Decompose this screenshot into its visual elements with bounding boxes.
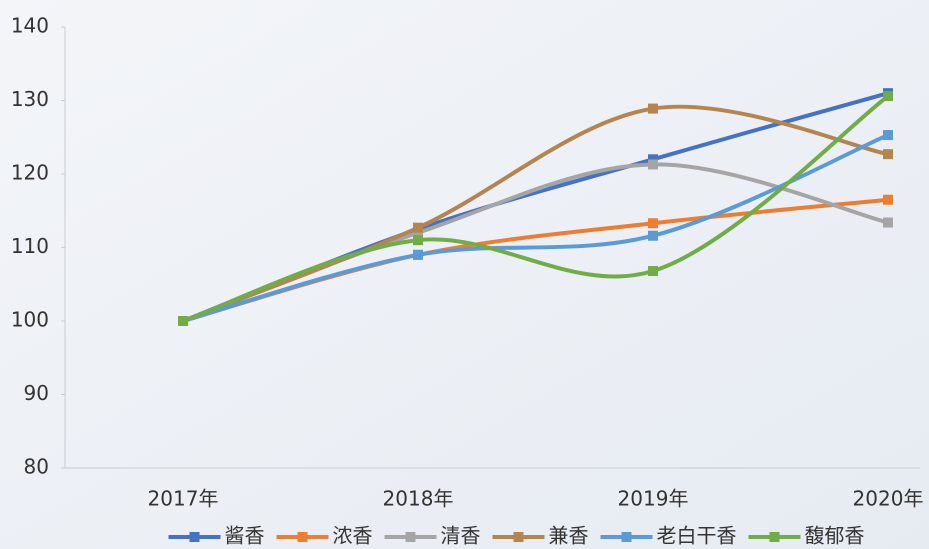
y-tick-label: 130: [11, 87, 49, 111]
series-marker: [883, 130, 893, 141]
x-tick-label: 2018年: [383, 487, 454, 511]
series-marker: [413, 235, 423, 246]
y-tick-label: 80: [24, 455, 49, 479]
series-marker: [883, 194, 893, 205]
y-tick-label: 120: [11, 161, 49, 185]
series-line: [181, 104, 890, 323]
legend-marker: [405, 532, 416, 542]
series-marker: [883, 149, 893, 160]
series-marker: [648, 230, 658, 241]
y-tick-label: 100: [11, 308, 49, 332]
y-tick-label: 90: [24, 381, 49, 405]
x-tick-label: 2019年: [618, 487, 689, 511]
series-marker: [648, 266, 658, 277]
x-tick-label: 2017年: [148, 487, 219, 511]
series-marker: [413, 249, 423, 260]
series-line: [181, 94, 890, 323]
series-marker: [648, 154, 658, 165]
legend-label: 老白干香: [657, 524, 737, 548]
y-tick-label: 140: [11, 14, 49, 38]
legend-label: 兼香: [549, 524, 589, 548]
series-marker: [178, 316, 188, 326]
legend-label: 浓香: [333, 524, 373, 548]
series-marker: [413, 222, 423, 233]
series-marker: [413, 227, 423, 238]
series-marker: [648, 218, 658, 229]
legend-marker: [769, 532, 780, 542]
legend-marker: [189, 532, 200, 542]
x-tick-label: 2020年: [853, 487, 924, 511]
legend-marker: [297, 532, 308, 542]
y-tick-label: 110: [11, 234, 49, 258]
series-marker: [883, 217, 893, 228]
legend-marker: [621, 532, 632, 542]
legend-label: 馥郁香: [805, 524, 865, 548]
series-marker: [648, 159, 658, 170]
legend-marker: [513, 532, 524, 542]
legend-label: 酱香: [225, 524, 265, 548]
legend-label: 清香: [441, 524, 481, 548]
legend: 酱香 浓香 清香 兼香 老白干香 馥郁香: [168, 524, 865, 548]
series-marker: [883, 91, 893, 102]
series-marker: [648, 103, 658, 114]
